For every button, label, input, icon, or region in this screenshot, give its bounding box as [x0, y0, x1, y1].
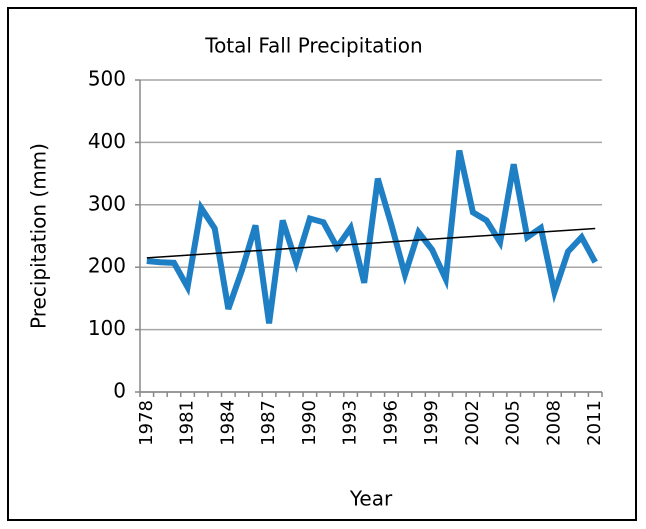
x-tick-label: 1984	[217, 400, 238, 446]
chart-border	[7, 7, 637, 521]
x-tick-label: 2008	[543, 400, 564, 446]
x-axis-label: Year	[349, 487, 393, 511]
x-tick-label: 2002	[462, 400, 483, 446]
chart-title: Total Fall Precipitation	[204, 34, 422, 58]
x-tick-label: 1987	[258, 400, 279, 446]
y-axis-label: Precipitation (mm)	[27, 143, 51, 329]
y-tick-label: 300	[88, 191, 126, 215]
x-tick-label: 2005	[503, 400, 524, 446]
x-tick-label: 1993	[340, 400, 361, 446]
y-tick-label: 0	[113, 379, 126, 403]
data-line	[146, 149, 598, 324]
x-tick-label: 1990	[299, 400, 320, 446]
x-tick-label: 1978	[136, 400, 157, 446]
y-tick-label: 200	[88, 254, 126, 278]
x-tick-label: 1999	[421, 400, 442, 446]
x-tick-label: 1981	[177, 400, 198, 446]
y-tick-label: 100	[88, 316, 126, 340]
trend-line	[146, 227, 596, 259]
y-tick-label: 500	[88, 67, 126, 91]
y-tick-label: 400	[88, 129, 126, 153]
x-tick-label: 2011	[584, 400, 605, 446]
x-tick-label: 1996	[380, 400, 401, 446]
